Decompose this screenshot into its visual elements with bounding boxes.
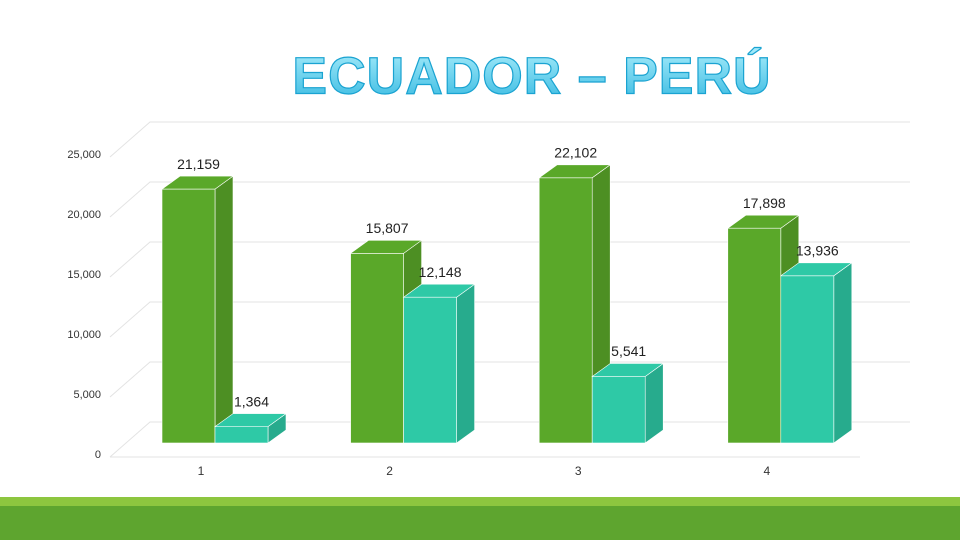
- bar-top: [402, 283, 476, 298]
- bar-front: [727, 227, 782, 444]
- bar-side: [214, 175, 234, 444]
- bar: [538, 164, 612, 444]
- bar-side: [456, 283, 475, 444]
- bar-front: [591, 376, 646, 444]
- bar-front: [403, 296, 457, 444]
- data-label: 5,541: [611, 343, 646, 359]
- data-label: 1,364: [234, 393, 269, 409]
- bar-side: [833, 262, 853, 444]
- y-tick-label: 10,000: [67, 329, 101, 341]
- grid-line: [109, 301, 910, 338]
- bar-top: [161, 175, 234, 190]
- bar-top: [214, 413, 287, 427]
- bar-top: [349, 240, 423, 254]
- y-tick-label: 20,000: [67, 209, 101, 221]
- footer-band: [0, 506, 960, 540]
- bar-top: [726, 214, 800, 229]
- x-tick-label: 3: [575, 464, 582, 478]
- y-tick-label: 15,000: [67, 269, 101, 281]
- data-label: 12,148: [419, 264, 462, 280]
- bar: [402, 283, 476, 444]
- bar-front: [214, 426, 269, 444]
- x-tick-label: 4: [763, 464, 770, 478]
- chart-title: ECUADOR – PERÚ: [292, 48, 771, 106]
- bar: [214, 413, 287, 444]
- grid-line: [109, 181, 910, 218]
- x-tick-label: 2: [386, 464, 393, 478]
- bar-front: [350, 253, 404, 444]
- y-tick-label: 5,000: [73, 389, 101, 401]
- grid-line: [109, 361, 910, 398]
- data-label: 13,936: [796, 242, 839, 258]
- bar: [591, 362, 665, 444]
- bar-top: [538, 164, 612, 179]
- grid-line: [109, 121, 910, 158]
- bar-front: [161, 188, 216, 444]
- bar: [161, 175, 234, 444]
- bar-side: [644, 362, 664, 444]
- y-tick-label: 25,000: [67, 149, 101, 161]
- data-label: 21,159: [177, 156, 220, 172]
- bar: [779, 262, 853, 444]
- y-tick-label: 0: [95, 449, 101, 461]
- bar-front: [538, 177, 593, 444]
- bar-top: [591, 363, 665, 377]
- data-label: 17,898: [743, 195, 786, 211]
- footer-stripe: [0, 497, 960, 506]
- data-label: 15,807: [366, 220, 409, 236]
- bar-top: [779, 262, 853, 277]
- x-tick-label: 1: [198, 464, 205, 478]
- data-label: 22,102: [554, 144, 597, 160]
- grid-line: [109, 241, 910, 278]
- bar-front: [780, 275, 835, 444]
